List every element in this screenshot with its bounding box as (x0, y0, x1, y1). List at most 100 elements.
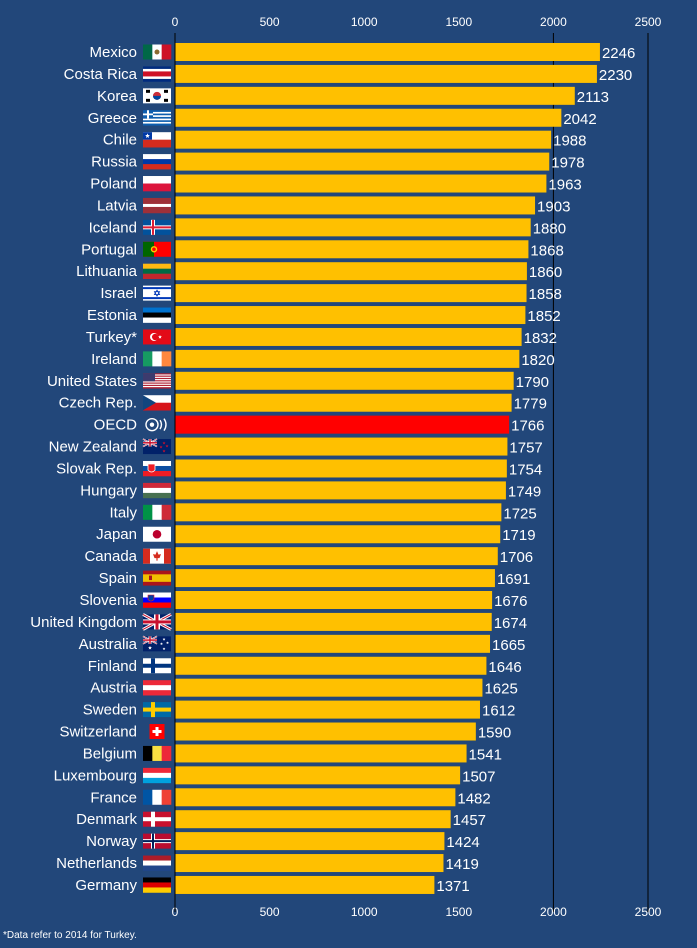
bar (175, 174, 547, 193)
russia-flag-icon (143, 154, 171, 170)
bar (175, 437, 508, 456)
value-label: 1706 (500, 549, 533, 566)
value-label: 1507 (462, 768, 495, 785)
value-label: 1457 (453, 812, 486, 829)
top-x-tick-label: 2000 (540, 15, 567, 29)
slovakia-flag-icon (143, 460, 171, 477)
chile-flag-icon (143, 132, 171, 148)
category-label: OECD (94, 417, 138, 434)
value-label: 1646 (488, 659, 521, 676)
italy-flag-icon (143, 504, 172, 520)
value-label: 1757 (509, 440, 542, 457)
value-label: 2246 (602, 45, 635, 62)
bar (175, 218, 531, 237)
bottom-x-tick-label: 1500 (445, 905, 472, 919)
category-label: France (90, 789, 137, 806)
bar (175, 875, 435, 894)
category-label: Switzerland (59, 724, 137, 741)
bar (175, 744, 467, 763)
bottom-x-tick-label: 2000 (540, 905, 567, 919)
netherlands-flag-icon (143, 855, 171, 871)
bar (175, 327, 522, 346)
bar (175, 393, 512, 412)
top-x-tick-label: 500 (260, 15, 280, 29)
united-kingdom-flag-icon (142, 613, 172, 631)
category-label: Australia (79, 636, 138, 653)
bar (175, 64, 597, 83)
israel-flag-icon (143, 285, 171, 301)
value-label: 2042 (563, 111, 596, 128)
bar (175, 832, 445, 851)
korea-flag-icon (143, 88, 171, 104)
value-label: 1903 (537, 198, 570, 215)
value-label: 1779 (514, 396, 547, 413)
ireland-flag-icon (143, 351, 172, 367)
value-label: 1541 (469, 746, 502, 763)
value-label: 1725 (503, 505, 536, 522)
new-zealand-flag-icon (142, 438, 171, 455)
bar (175, 284, 527, 303)
category-label: Turkey* (86, 329, 137, 346)
bar (175, 722, 476, 741)
value-label: 1860 (529, 264, 562, 281)
switzerland-flag-icon (149, 724, 165, 740)
bar (175, 43, 600, 61)
value-label: 1691 (497, 571, 530, 588)
category-label: Estonia (87, 307, 138, 324)
bar (175, 547, 498, 566)
bar (175, 766, 461, 785)
poland-flag-icon (143, 176, 171, 192)
value-label: 1482 (457, 790, 490, 807)
sweden-flag-icon (143, 702, 171, 718)
bar (175, 700, 480, 719)
bar (175, 306, 526, 325)
value-label: 1868 (530, 242, 563, 259)
value-label: 1852 (527, 308, 560, 325)
category-label: Austria (90, 680, 137, 697)
value-label: 1988 (553, 133, 586, 150)
category-label: Costa Rica (64, 66, 138, 83)
category-label: Norway (86, 833, 137, 850)
category-label: New Zealand (49, 439, 137, 456)
category-label: Hungary (80, 482, 137, 499)
estonia-flag-icon (143, 307, 171, 323)
bar (175, 525, 501, 544)
value-label: 1963 (548, 177, 581, 194)
hungary-flag-icon (143, 482, 171, 499)
bar (175, 349, 520, 368)
greece-flag-icon (143, 110, 171, 126)
category-label: Korea (97, 88, 138, 105)
category-label: Czech Rep. (59, 395, 137, 412)
france-flag-icon (143, 789, 172, 805)
bar (175, 656, 487, 675)
bottom-x-tick-label: 500 (260, 905, 280, 919)
belgium-flag-icon (143, 745, 172, 761)
bottom-x-tick-label: 2500 (635, 905, 662, 919)
category-label: Belgium (83, 745, 137, 762)
bar (175, 591, 493, 609)
costa-rica-flag-icon (143, 66, 171, 82)
value-label: 2113 (577, 89, 609, 106)
bar (175, 788, 456, 807)
lithuania-flag-icon (143, 263, 171, 279)
value-label: 1676 (494, 593, 527, 610)
bar (175, 678, 483, 697)
value-label: 1371 (436, 878, 469, 895)
value-label: 1424 (446, 834, 479, 851)
germany-flag-icon (143, 877, 171, 893)
category-label: Lithuania (76, 263, 138, 280)
austria-flag-icon (143, 680, 171, 696)
latvia-flag-icon (143, 197, 171, 214)
value-label: 1978 (551, 155, 584, 172)
denmark-flag-icon (143, 811, 171, 827)
category-label: Denmark (76, 811, 137, 828)
iceland-flag-icon (143, 219, 171, 235)
slovenia-flag-icon (143, 592, 171, 608)
top-x-tick-label: 1500 (445, 15, 472, 29)
category-label: Chile (103, 132, 137, 149)
value-label: 1858 (529, 286, 562, 303)
top-x-tick-label: 1000 (351, 15, 378, 29)
bottom-x-tick-label: 1000 (351, 905, 378, 919)
category-label: Netherlands (56, 855, 137, 872)
value-label: 1612 (482, 703, 515, 720)
